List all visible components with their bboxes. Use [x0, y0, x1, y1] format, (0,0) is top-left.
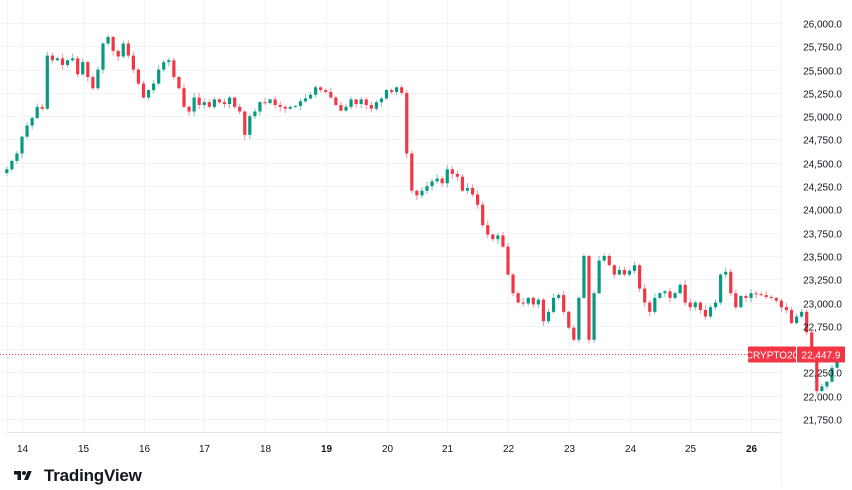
y-tick-label: 24,500.0 [803, 160, 842, 171]
x-tick-label: 19 [321, 444, 333, 455]
tradingview-logo[interactable]: TradingView [8, 466, 142, 485]
x-tick-label: 18 [260, 444, 272, 455]
y-tick-label: 23,500.0 [803, 253, 842, 264]
y-tick-label: 22,250.0 [803, 369, 842, 380]
x-tick-label: 15 [78, 444, 90, 455]
x-tick-label: 22 [503, 444, 515, 455]
last-price-value: 22,447.9 [802, 351, 841, 362]
x-tick-label: 14 [17, 444, 29, 455]
y-tick-label: 25,750.0 [803, 43, 842, 54]
x-tick-label: 25 [685, 444, 697, 455]
x-tick-label: 21 [442, 444, 454, 455]
x-tick-label: 26 [746, 444, 758, 455]
last-price-label: CRYPTO20 22,447.9 [746, 346, 845, 363]
x-tick-label: 17 [199, 444, 211, 455]
y-tick-label: 25,500.0 [803, 67, 842, 78]
y-tick-label: 23,000.0 [803, 300, 842, 311]
y-tick-label: 24,750.0 [803, 136, 842, 147]
x-tick-label: 20 [382, 444, 394, 455]
y-tick-label: 25,000.0 [803, 113, 842, 124]
tradingview-logo-icon [14, 470, 32, 480]
symbol-label: CRYPTO20 [746, 351, 799, 362]
candle-series [5, 34, 839, 395]
y-tick-label: 24,000.0 [803, 206, 842, 217]
y-tick-label: 24,250.0 [803, 183, 842, 194]
y-tick-label: 22,000.0 [803, 393, 842, 404]
x-tick-label: 16 [139, 444, 151, 455]
x-tick-label: 23 [564, 444, 576, 455]
y-tick-label: 26,000.0 [803, 20, 842, 31]
brand-name: TradingView [44, 466, 142, 485]
y-tick-label: 23,750.0 [803, 230, 842, 241]
x-tick-label: 24 [625, 444, 637, 455]
y-tick-label: 22,750.0 [803, 323, 842, 334]
y-tick-label: 25,250.0 [803, 90, 842, 101]
chart-grid [0, 0, 782, 485]
time-axis[interactable]: 14 15 16 17 18 19 20 21 22 23 24 25 26 [17, 444, 758, 455]
y-tick-label: 23,250.0 [803, 276, 842, 287]
y-tick-label: 21,750.0 [803, 416, 842, 427]
